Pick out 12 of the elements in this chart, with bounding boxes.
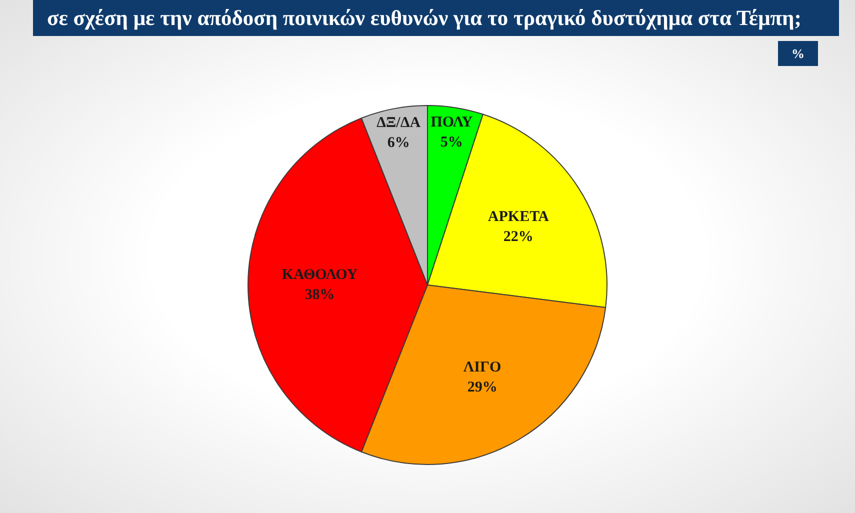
slice-label: ΔΞ/ΔΑ [376,115,421,132]
slice-label: ΛΙΓΟ [463,360,502,376]
slice-label: ΑΡΚΕΤΑ [488,209,550,226]
slice-label: ΚΑΘΟΛΟΥ [282,266,358,283]
slice-label: ΠΟΛΥ [430,114,473,130]
data-label: 5% [440,134,463,150]
chart-title: σε σχέση με την απόδοση ποινικών ευθυνών για το τραγικό δυστύχημα στα Τέμπη; [33,0,839,36]
data-label: 38% [304,286,335,303]
data-label: 6% [387,135,410,152]
data-label: 22% [503,229,534,246]
data-label: 29% [467,380,498,396]
text: % [778,41,818,66]
